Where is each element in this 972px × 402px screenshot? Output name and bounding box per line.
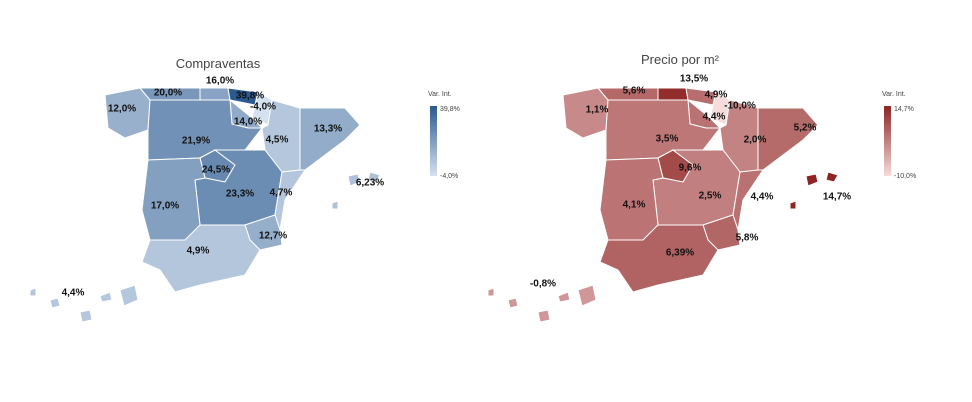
map bbox=[487, 87, 839, 323]
region bbox=[299, 107, 361, 171]
region-label: 4,9% bbox=[705, 90, 728, 101]
region-label: 14,0% bbox=[234, 117, 262, 128]
region bbox=[709, 91, 731, 126]
region-label: 39,8% bbox=[236, 91, 264, 102]
region bbox=[79, 309, 93, 323]
region bbox=[805, 173, 819, 187]
map bbox=[29, 87, 381, 323]
region-label: 6,39% bbox=[666, 248, 694, 259]
map-title: Compraventas bbox=[176, 56, 261, 71]
region-label: 17,0% bbox=[151, 201, 179, 212]
region-label: -10,0% bbox=[724, 101, 756, 112]
region-label: 4,4% bbox=[703, 112, 726, 123]
region-label: 12,7% bbox=[259, 231, 287, 242]
region-label: 2,0% bbox=[744, 135, 767, 146]
region-label: 4,9% bbox=[187, 246, 210, 257]
region-label: 20,0% bbox=[154, 88, 182, 99]
region-label: 5,2% bbox=[794, 123, 817, 134]
region-label: 4,1% bbox=[623, 200, 646, 211]
region-label: 13,5% bbox=[680, 74, 708, 85]
region-label: 13,3% bbox=[314, 124, 342, 135]
legend-max: 14,7% bbox=[894, 106, 914, 113]
region-label: 5,6% bbox=[623, 86, 646, 97]
region bbox=[331, 200, 339, 210]
legend-bar bbox=[430, 106, 437, 176]
region-label: 3,5% bbox=[656, 134, 679, 145]
region bbox=[507, 297, 519, 309]
region-label: 4,7% bbox=[270, 188, 293, 199]
region-label: -4,0% bbox=[250, 102, 276, 113]
region bbox=[825, 171, 839, 183]
region-label: 4,4% bbox=[751, 192, 774, 203]
legend-title: Var. Int. bbox=[428, 91, 452, 98]
region-label: 23,3% bbox=[226, 189, 254, 200]
region-label: -0,8% bbox=[530, 279, 556, 290]
region-label: 9,6% bbox=[679, 163, 702, 174]
legend-title: Var. Int. bbox=[882, 91, 906, 98]
map-title: Precio por m² bbox=[641, 52, 720, 67]
region bbox=[367, 171, 381, 183]
region-label: 14,7% bbox=[823, 192, 851, 203]
region bbox=[487, 287, 495, 297]
region bbox=[251, 91, 273, 126]
region-label: 1,1% bbox=[586, 105, 609, 116]
region-label: 24,5% bbox=[202, 165, 230, 176]
region-label: 16,0% bbox=[206, 76, 234, 87]
region bbox=[141, 157, 206, 241]
region bbox=[99, 291, 113, 303]
legend-max: 39,8% bbox=[440, 106, 460, 113]
region bbox=[599, 224, 719, 293]
legend-min: -10,0% bbox=[894, 173, 916, 180]
region-label: 4,5% bbox=[266, 135, 289, 146]
region-label: 5,8% bbox=[736, 233, 759, 244]
region bbox=[119, 284, 139, 307]
legend-min: -4,0% bbox=[440, 173, 458, 180]
region bbox=[577, 284, 597, 307]
region-label: 21,9% bbox=[182, 136, 210, 147]
region-label: 6,23% bbox=[356, 178, 384, 189]
region-label: 4,4% bbox=[62, 288, 85, 299]
region bbox=[789, 200, 797, 210]
region-label: 2,5% bbox=[699, 191, 722, 202]
region bbox=[49, 297, 61, 309]
region bbox=[347, 173, 361, 187]
region bbox=[537, 309, 551, 323]
region bbox=[557, 291, 571, 303]
region-label: 12,0% bbox=[108, 104, 136, 115]
region bbox=[141, 224, 261, 293]
legend-bar bbox=[884, 106, 891, 176]
region bbox=[757, 107, 819, 171]
region bbox=[29, 287, 37, 297]
